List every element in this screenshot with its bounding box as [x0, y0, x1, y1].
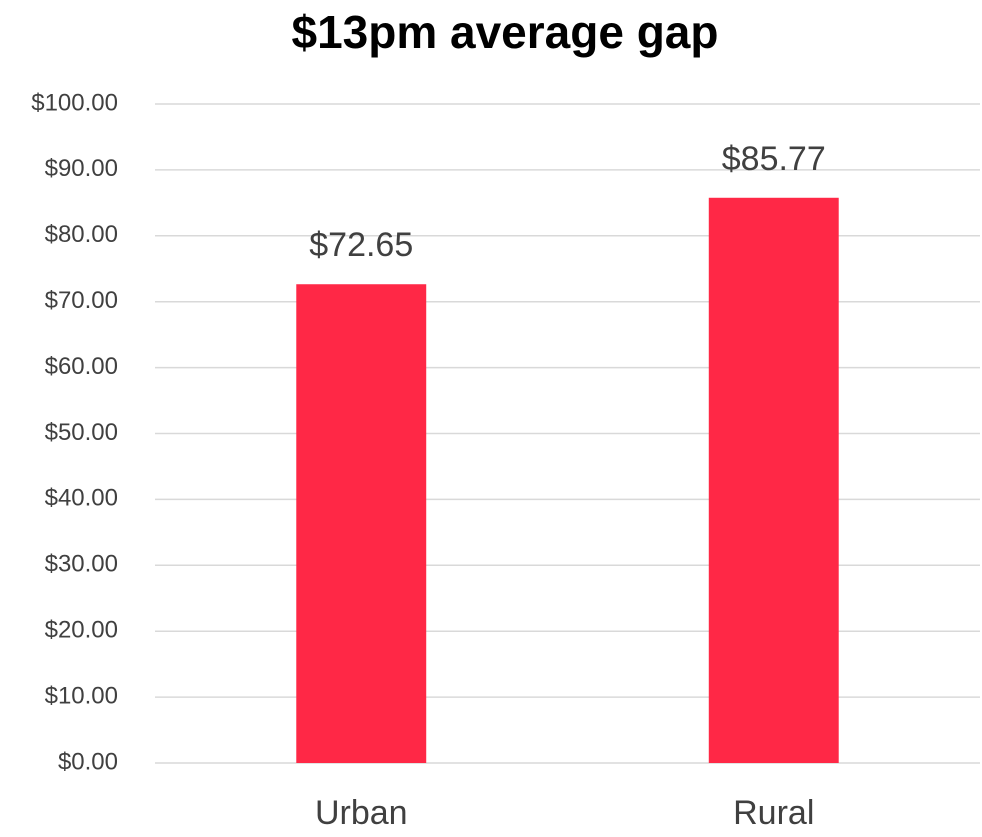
y-tick-label: $90.00 [45, 155, 118, 182]
y-tick-label: $30.00 [45, 551, 118, 578]
y-tick-label: $60.00 [45, 353, 118, 380]
y-tick-label: $10.00 [45, 682, 118, 709]
y-tick-label: $50.00 [45, 419, 118, 446]
y-tick-label: $80.00 [45, 221, 118, 248]
bar [296, 284, 427, 763]
y-tick-label: $20.00 [45, 617, 118, 644]
data-label: $85.77 [722, 140, 826, 178]
y-tick-label: $70.00 [45, 287, 118, 314]
y-tick-label: $0.00 [58, 748, 118, 775]
bar [708, 197, 839, 763]
x-tick-label: Urban [315, 794, 408, 832]
y-tick-label: $40.00 [45, 485, 118, 512]
chart-title: $13pm average gap [291, 6, 718, 58]
x-tick-label: Rural [733, 794, 814, 832]
y-tick-label: $100.00 [31, 89, 118, 116]
data-label: $72.65 [309, 226, 413, 264]
